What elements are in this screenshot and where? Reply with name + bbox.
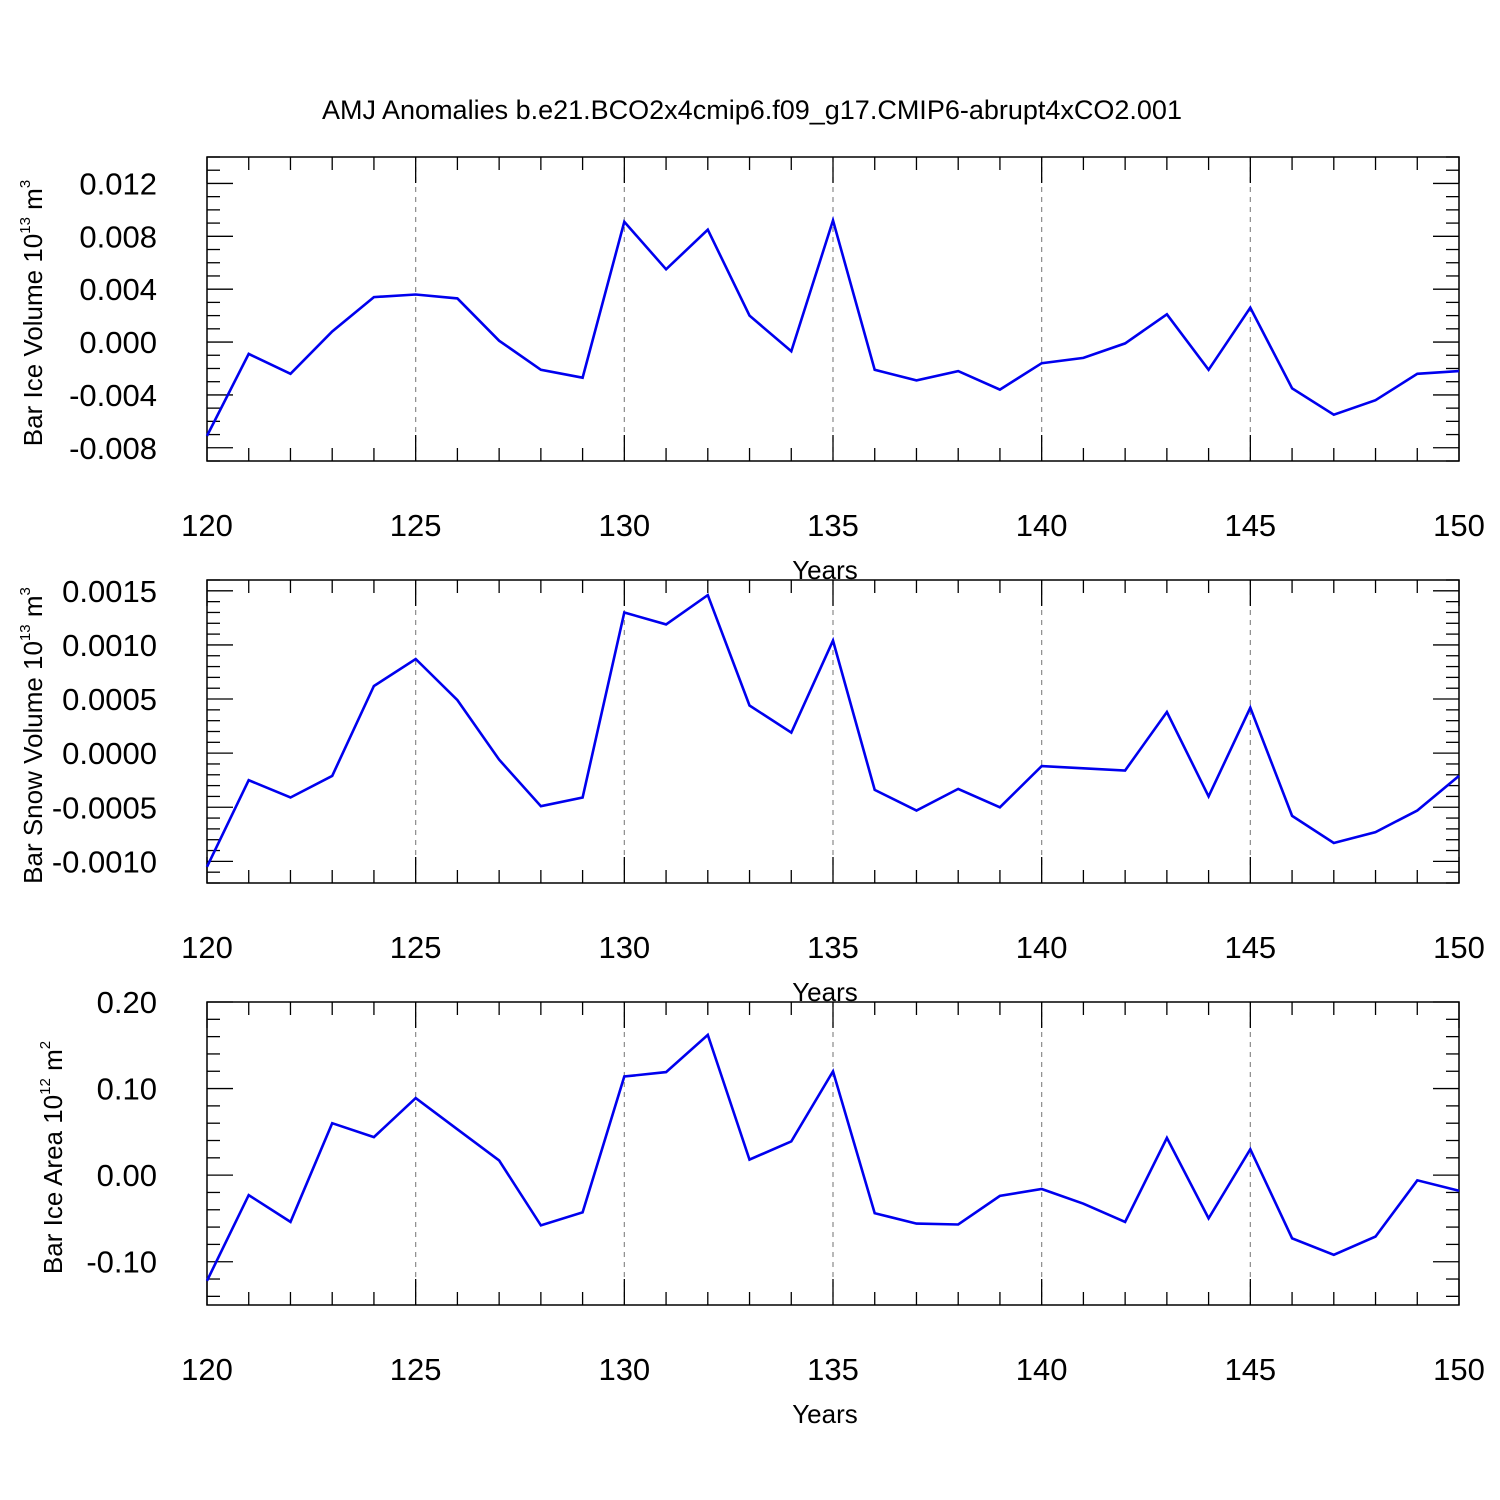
x-tick-label: 150 [1433,508,1485,543]
x-tick-label: 130 [598,1352,650,1387]
y-tick-label: 0.004 [79,272,157,307]
chart-panels: -0.008 -0.004 0.000 0.004 0.008 0.012 120 125 13… [17,156,1485,1429]
x-tick-label: 130 [598,930,650,965]
x-tick-label: 140 [1016,1352,1068,1387]
y-tick-label: 0.0000 [62,736,157,771]
x-tick-label: 145 [1224,930,1276,965]
x-tick-label: 125 [390,1352,442,1387]
series-line [205,215,1460,437]
y-tick-label: 0.0015 [62,574,157,609]
y-tick-label: -0.0005 [52,790,157,825]
y-tick-label: 0.012 [79,166,157,201]
x-tick-label: 130 [598,508,650,543]
series-line [205,593,1460,868]
x-tick-label: 150 [1433,930,1485,965]
x-tick-label: 120 [181,930,233,965]
x-tick-label: 120 [181,508,233,543]
y-axis-title: Bar Ice Volume 1013 m3 [17,180,48,446]
y-tick-label: -0.0010 [52,844,157,879]
y-tick-label: 0.10 [97,1072,157,1107]
figure-title: AMJ Anomalies b.e21.BCO2x4cmip6.f09_g17.… [322,95,1182,125]
y-tick-label: 0.000 [79,325,157,360]
y-axis-title: Bar Snow Volume 1013 m3 [17,587,48,884]
panel-2: -0.0010 -0.0005 0.0000 0.0005 0.0010 0.0015 12… [17,574,1485,1007]
y-tick-label: -0.10 [86,1245,157,1280]
y-tick-label: 0.20 [97,985,157,1020]
x-tick-label: 150 [1433,1352,1485,1387]
y-axis-title: Bar Ice Area 1012 m2 [37,1041,68,1274]
y-tick-label: -0.004 [69,378,157,413]
x-tick-label: 145 [1224,1352,1276,1387]
y-tick-label: 0.0010 [62,628,157,663]
x-tick-label: 135 [807,930,859,965]
x-axis-title: Years [792,1399,858,1429]
x-tick-label: 125 [390,930,442,965]
x-tick-label: 125 [390,508,442,543]
x-tick-label: 135 [807,1352,859,1387]
series-line [205,1032,1460,1282]
panel-1: -0.008 -0.004 0.000 0.004 0.008 0.012 120 125 13… [17,156,1485,585]
y-tick-label: -0.008 [69,431,157,466]
x-tick-label: 145 [1224,508,1276,543]
panel-3: -0.10 0.00 0.10 0.20 120 125 130 135 140 145 150 Ye… [37,985,1485,1429]
y-tick-label: 0.00 [97,1158,157,1193]
y-tick-label: 0.008 [79,219,157,254]
x-tick-label: 140 [1016,930,1068,965]
x-tick-label: 135 [807,508,859,543]
x-tick-label: 140 [1016,508,1068,543]
x-tick-label: 120 [181,1352,233,1387]
y-tick-label: 0.0005 [62,682,157,717]
